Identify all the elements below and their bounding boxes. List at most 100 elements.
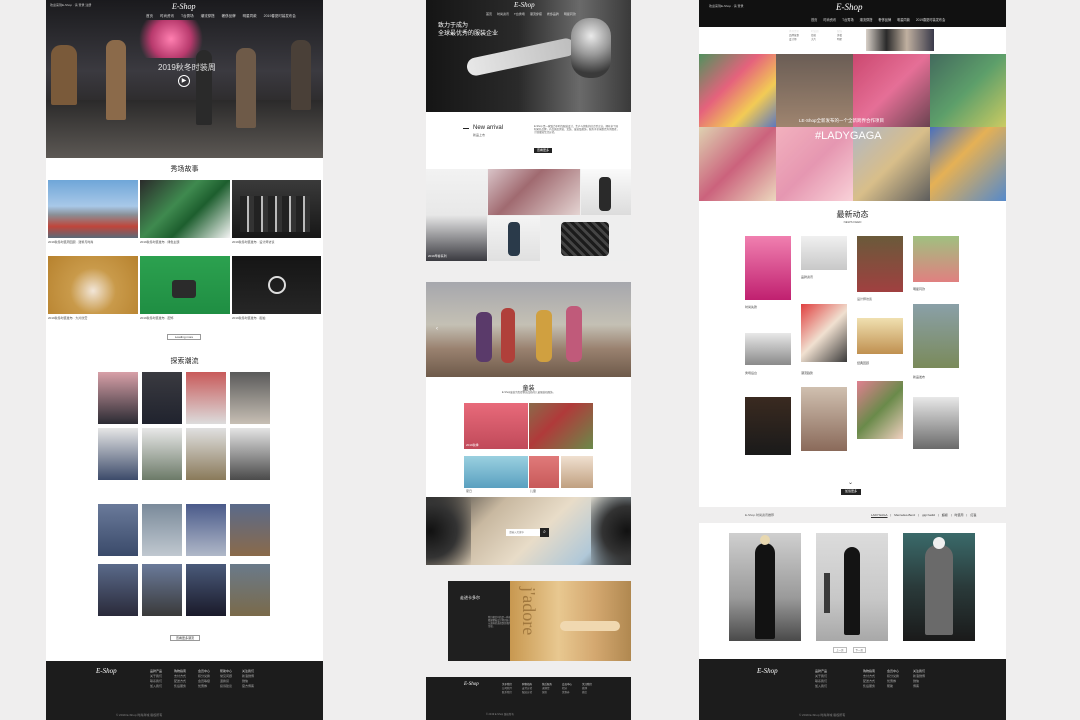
story-image[interactable] xyxy=(48,180,138,238)
filter-link[interactable]: 红毯 xyxy=(970,513,977,517)
nav-item[interactable]: 潮流穿搭 xyxy=(200,14,215,18)
brand-logo[interactable]: E-Shop xyxy=(172,2,196,11)
news-caption[interactable]: 明星同款 xyxy=(913,287,926,291)
more-button[interactable]: 查看更多 xyxy=(534,148,552,153)
nav-item[interactable]: 明星同款 xyxy=(242,14,257,18)
runway-image[interactable] xyxy=(729,533,801,641)
product-image[interactable] xyxy=(488,169,580,215)
nav-item[interactable]: 首页 xyxy=(486,12,493,16)
look-image[interactable] xyxy=(230,504,270,556)
nav-item[interactable]: 奢侈品牌 xyxy=(546,12,559,16)
nav-item[interactable]: 时尚资讯 xyxy=(160,14,174,18)
kids-caption[interactable]: 夏日 xyxy=(466,489,473,493)
story-caption[interactable]: 2019秋冬时装发布 · 设计师访谈 xyxy=(232,240,275,244)
look-image[interactable] xyxy=(186,428,226,480)
news-image[interactable] xyxy=(913,397,959,449)
nav-item[interactable]: T台秀场 xyxy=(842,18,854,22)
story-caption[interactable]: 2019秋冬时装发布 · 大片欣赏 xyxy=(48,316,88,320)
news-caption[interactable]: 秀场后台 xyxy=(745,371,758,375)
next-page-button[interactable]: 下一页 xyxy=(852,647,867,653)
kids-image[interactable] xyxy=(561,456,593,488)
news-image[interactable] xyxy=(857,236,903,292)
story-caption[interactable]: 2019秋冬时装发布 · 绿色主题 xyxy=(140,240,180,244)
look-image[interactable] xyxy=(98,564,138,616)
news-image[interactable] xyxy=(913,236,959,282)
expand-icon[interactable]: ⌄ xyxy=(848,480,854,486)
prev-page-button[interactable]: 上一页 xyxy=(833,647,847,653)
look-image[interactable] xyxy=(186,564,226,616)
look-image[interactable] xyxy=(230,372,270,424)
promo-image[interactable]: j'adore xyxy=(510,581,631,661)
news-image[interactable] xyxy=(801,236,847,270)
brand-logo[interactable]: E-Shop xyxy=(514,1,535,9)
news-caption[interactable]: 新品发布 xyxy=(913,375,926,379)
look-image[interactable] xyxy=(186,504,226,556)
hashtag-title[interactable]: #LADYGAGA xyxy=(815,130,882,142)
story-image[interactable] xyxy=(140,180,230,238)
look-image[interactable] xyxy=(98,428,138,480)
kids-image[interactable] xyxy=(529,456,559,488)
view-more-button[interactable]: 查看更多潮流 xyxy=(170,635,200,641)
kids-image[interactable] xyxy=(464,456,528,488)
nav-item[interactable]: 2019春夏时装发布会 xyxy=(915,18,946,22)
story-image[interactable] xyxy=(232,256,321,314)
look-image[interactable] xyxy=(186,372,226,424)
product-image[interactable] xyxy=(581,169,631,215)
nav-item[interactable]: T台秀场 xyxy=(181,14,194,18)
nav-item[interactable]: 奢侈品牌 xyxy=(221,14,236,18)
news-caption[interactable]: 潮流趋势 xyxy=(801,371,814,375)
runway-image[interactable] xyxy=(816,533,888,641)
news-image[interactable] xyxy=(745,236,791,300)
play-icon[interactable]: ▶ xyxy=(178,75,190,87)
nav-item[interactable]: 明星同款 xyxy=(563,12,576,16)
nav-item[interactable]: 时尚资讯 xyxy=(823,18,837,22)
nav-item[interactable]: 首页 xyxy=(146,14,153,18)
news-image[interactable] xyxy=(913,304,959,368)
story-caption[interactable]: 2019秋冬时装周回顾 · 建筑与时尚 xyxy=(48,240,94,244)
nav-item[interactable]: 潮流穿搭 xyxy=(859,18,873,22)
search-icon[interactable]: ⌕ xyxy=(540,528,549,537)
nav-item[interactable]: 首页 xyxy=(811,18,818,22)
product-image[interactable] xyxy=(488,216,540,261)
kids-image[interactable] xyxy=(464,403,528,449)
news-image[interactable] xyxy=(857,318,903,354)
nav-item[interactable]: 奢侈品牌 xyxy=(878,18,892,22)
product-image[interactable] xyxy=(426,169,487,261)
news-caption[interactable]: 品牌资讯 xyxy=(801,275,814,279)
story-caption[interactable]: 2019秋冬时装发布 · 配饰 xyxy=(140,316,174,320)
kids-caption[interactable]: 2019秋季 xyxy=(466,443,479,447)
look-image[interactable] xyxy=(230,564,270,616)
filter-link[interactable]: 时装周 xyxy=(954,513,964,517)
kids-image[interactable] xyxy=(529,403,593,449)
kids-caption[interactable]: 儿童 xyxy=(530,489,537,493)
product-caption[interactable]: 2019早春系列 xyxy=(428,254,447,258)
story-image[interactable] xyxy=(140,256,230,314)
news-image[interactable] xyxy=(801,387,847,451)
news-image[interactable] xyxy=(745,333,791,365)
load-more-button[interactable]: 加载更多 xyxy=(841,489,861,495)
news-image[interactable] xyxy=(801,304,847,362)
nav-item[interactable]: 2019春夏时装发布会 xyxy=(263,14,296,18)
news-image[interactable] xyxy=(857,381,903,439)
story-image[interactable] xyxy=(48,256,138,314)
load-more-button[interactable]: Loading more xyxy=(167,334,201,340)
story-caption[interactable]: 2019秋冬时装发布 · 街拍 xyxy=(232,316,266,320)
nav-item[interactable]: T台秀场 xyxy=(514,12,525,16)
search-input[interactable]: 请输入关键字 xyxy=(506,529,540,536)
news-caption[interactable]: 经典回顾 xyxy=(857,361,870,365)
runway-image[interactable] xyxy=(903,533,975,641)
nav-item[interactable]: 时尚资讯 xyxy=(497,12,510,16)
look-image[interactable] xyxy=(142,564,182,616)
story-image[interactable] xyxy=(232,180,321,238)
news-caption[interactable]: 时尚先锋 xyxy=(745,305,758,309)
filter-link[interactable]: 超模 xyxy=(941,513,948,517)
news-image[interactable] xyxy=(745,397,791,455)
nav-item[interactable]: 明星同款 xyxy=(897,18,910,22)
look-image[interactable] xyxy=(98,504,138,556)
filter-link[interactable]: Mercedes-Benz xyxy=(894,513,916,517)
look-image[interactable] xyxy=(142,504,182,556)
news-caption[interactable]: 设计师访谈 xyxy=(857,297,873,301)
brand-logo[interactable]: E-Shop xyxy=(836,2,863,12)
slider-prev-icon[interactable]: ‹ xyxy=(436,326,438,332)
filter-link[interactable]: LADYGAGA xyxy=(871,513,888,517)
